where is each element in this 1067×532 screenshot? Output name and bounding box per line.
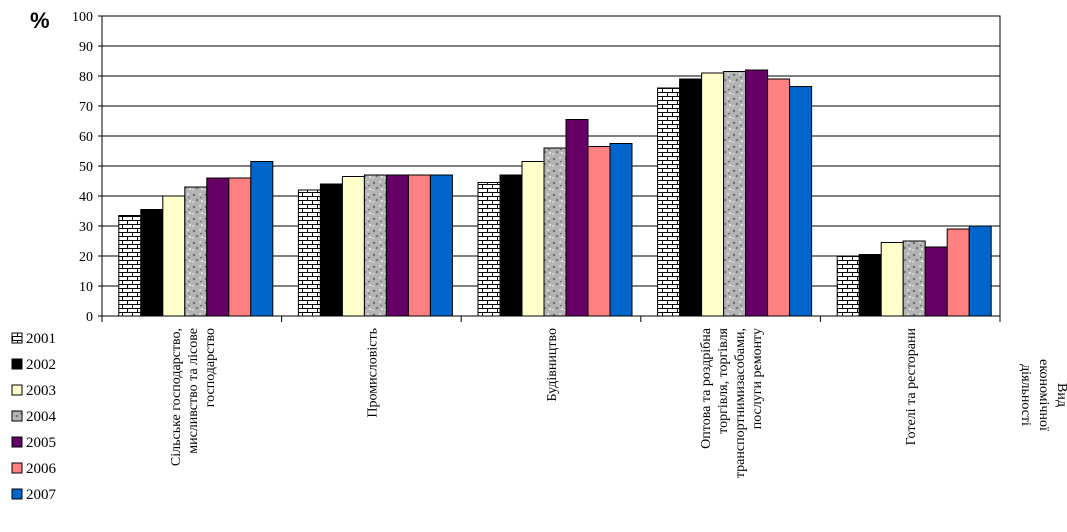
bar-2005-4 <box>745 69 769 317</box>
legend-swatch-2002 <box>11 358 23 370</box>
legend-label-2001: 2001 <box>26 331 56 347</box>
bar-2002-5 <box>858 254 882 317</box>
legend-swatch-2003 <box>11 384 23 396</box>
bar-2001-5 <box>836 255 860 317</box>
legend-label-2007: 2007 <box>26 487 57 503</box>
category-label-2: Промисловість <box>365 328 380 418</box>
y-tick-label: 90 <box>79 40 93 55</box>
y-tick-label: 100 <box>72 10 93 25</box>
plot-area-border <box>101 15 1001 317</box>
category-label-3: Будівництво <box>545 328 560 402</box>
bar-2004-2 <box>363 174 387 317</box>
bar-2004-4 <box>723 71 747 317</box>
legend-swatch-2004 <box>11 410 23 422</box>
y-tick-label: 30 <box>79 220 93 235</box>
y-tick-label: 10 <box>79 280 93 295</box>
legend-swatch-2006 <box>11 462 23 474</box>
category-label-4: послуги ремонту <box>750 328 765 429</box>
legend-label-2005: 2005 <box>26 435 56 451</box>
bar-2003-1 <box>162 195 186 317</box>
bar-2003-2 <box>341 176 365 317</box>
x-axis-label: Вид <box>1054 383 1067 407</box>
bar-2001-3 <box>477 182 501 317</box>
y-tick-label: 20 <box>79 250 93 265</box>
bar-2006-1 <box>228 177 252 317</box>
bar-2002-1 <box>140 209 164 317</box>
category-label-4: торгівля, торгівля <box>716 327 731 433</box>
legend-label-2003: 2003 <box>26 383 56 399</box>
bar-2007-4 <box>789 86 813 317</box>
bar-2006-3 <box>587 146 611 317</box>
bar-2003-3 <box>521 161 545 317</box>
bar-2002-2 <box>319 183 343 317</box>
legend-swatch-2007 <box>11 488 23 500</box>
bar-2006-4 <box>767 78 791 317</box>
bar-2005-2 <box>385 174 409 317</box>
bar-2007-3 <box>609 143 633 317</box>
legend-swatch-2005 <box>11 436 23 448</box>
y-tick-label: 50 <box>79 160 93 175</box>
legend-label-2002: 2002 <box>26 357 56 373</box>
category-label-5: Готелі та ресторани <box>904 328 919 446</box>
legend-label-2006: 2006 <box>26 461 57 477</box>
y-tick-label: 70 <box>79 100 93 115</box>
category-label-4: транспортнимизасобами, <box>733 328 748 478</box>
bar-2007-5 <box>968 225 992 317</box>
bar-2004-3 <box>543 147 567 317</box>
legend-swatch-2001 <box>11 332 23 344</box>
bar-2005-3 <box>565 119 589 317</box>
y-axis-label: % <box>30 8 50 33</box>
y-tick-label: 80 <box>79 70 93 85</box>
y-tick-label: 60 <box>79 130 93 145</box>
category-label-4: Оптова та роздрібна <box>699 327 714 449</box>
y-tick-label: 40 <box>79 190 93 205</box>
category-label-1: Сільське господарство, <box>169 328 184 466</box>
y-tick-label: 0 <box>86 310 93 325</box>
bar-2006-2 <box>407 174 431 317</box>
legend-label-2004: 2004 <box>26 409 57 425</box>
bar-2007-2 <box>429 174 453 317</box>
bar-2004-5 <box>902 240 926 317</box>
bar-2003-5 <box>880 242 904 317</box>
bar-2001-4 <box>657 87 681 317</box>
bar-2001-1 <box>118 215 142 317</box>
bar-2002-3 <box>499 174 523 317</box>
x-axis-label: економічної <box>1036 359 1051 431</box>
bar-2005-1 <box>206 177 230 317</box>
bar-2003-4 <box>701 72 725 317</box>
bar-2004-1 <box>184 186 208 317</box>
bar-2006-5 <box>946 228 970 317</box>
category-label-1: господарство <box>203 328 218 407</box>
x-axis-label: діяльності <box>1018 364 1033 426</box>
bar-2001-2 <box>297 189 321 317</box>
bar-2005-5 <box>924 246 948 317</box>
category-label-1: мисливство та лісове <box>186 328 201 454</box>
bar-2002-4 <box>679 78 703 317</box>
bar-2007-1 <box>250 161 274 317</box>
